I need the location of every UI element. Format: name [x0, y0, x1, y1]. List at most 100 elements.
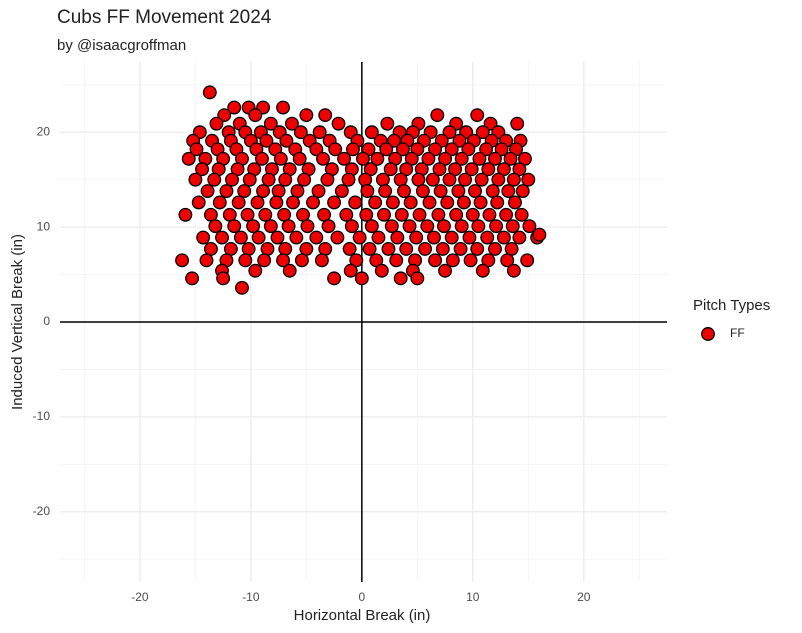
y-tick-label: 20	[37, 124, 51, 138]
point	[181, 151, 196, 166]
point	[490, 195, 505, 210]
point	[299, 108, 314, 123]
point	[471, 219, 486, 234]
point	[327, 195, 342, 210]
point	[521, 172, 536, 187]
point	[290, 184, 305, 199]
point	[231, 195, 246, 210]
point	[277, 207, 292, 222]
point	[473, 195, 488, 210]
point	[438, 263, 453, 278]
point	[425, 172, 440, 187]
point	[483, 116, 498, 131]
point	[317, 207, 332, 222]
point	[289, 230, 304, 245]
point	[394, 207, 409, 222]
x-tick-label: 10	[466, 590, 480, 604]
point	[378, 184, 393, 199]
point	[393, 172, 408, 187]
point	[522, 219, 537, 234]
point	[240, 207, 255, 222]
point	[279, 133, 294, 148]
point	[482, 207, 497, 222]
y-tick-label: 10	[37, 219, 51, 233]
point	[433, 184, 448, 199]
x-tick-label: -10	[242, 590, 260, 604]
point	[235, 280, 249, 295]
point	[216, 271, 231, 286]
point	[385, 195, 400, 210]
legend: Pitch Types FF	[693, 297, 770, 341]
point	[481, 162, 496, 177]
point	[397, 184, 411, 199]
point	[368, 195, 383, 210]
point	[435, 241, 450, 256]
point	[500, 253, 515, 268]
point	[318, 108, 333, 123]
x-tick-label: 20	[577, 590, 591, 604]
y-axis-label: Induced Vertical Break (in)	[9, 234, 26, 410]
point	[200, 184, 215, 199]
point	[263, 219, 278, 234]
point	[510, 116, 525, 131]
legend-swatch	[701, 327, 715, 341]
point	[452, 133, 467, 148]
point	[458, 172, 472, 187]
point	[222, 207, 237, 222]
point	[432, 162, 447, 177]
point	[375, 172, 390, 187]
point	[462, 230, 477, 245]
point	[514, 207, 529, 222]
point	[195, 162, 209, 177]
point	[512, 230, 527, 245]
point	[215, 230, 229, 245]
point	[479, 142, 494, 157]
chart-title: Cubs FF Movement 2024	[57, 7, 272, 28]
point	[359, 207, 374, 222]
point	[299, 241, 314, 256]
point	[238, 253, 253, 268]
point	[501, 184, 516, 199]
point	[474, 172, 489, 187]
point	[296, 207, 310, 222]
point	[344, 219, 359, 234]
point	[278, 241, 293, 256]
point	[300, 219, 315, 234]
point	[420, 219, 435, 234]
point	[292, 151, 307, 166]
point	[261, 172, 276, 187]
point	[488, 151, 502, 166]
point	[444, 142, 459, 157]
point	[207, 172, 222, 187]
point	[343, 263, 358, 278]
legend-label: FF	[730, 326, 745, 340]
point	[370, 151, 385, 166]
point	[488, 241, 502, 256]
point	[341, 172, 356, 187]
point	[520, 253, 535, 268]
point	[246, 219, 261, 234]
point	[316, 151, 330, 166]
y-tick-label: -20	[33, 504, 51, 518]
point	[309, 142, 324, 157]
point	[390, 230, 405, 245]
point	[337, 151, 352, 166]
point	[364, 125, 379, 140]
point	[330, 230, 345, 245]
point	[427, 230, 441, 245]
point	[209, 116, 224, 131]
point	[380, 116, 395, 131]
point	[440, 195, 455, 210]
point	[354, 271, 369, 286]
point	[260, 241, 275, 256]
point	[273, 151, 288, 166]
point	[237, 184, 252, 199]
point	[352, 230, 367, 245]
point	[468, 184, 482, 199]
point	[321, 219, 336, 234]
point	[428, 253, 443, 268]
point	[470, 108, 485, 123]
point	[377, 207, 391, 222]
y-tick-label: 0	[43, 314, 50, 328]
